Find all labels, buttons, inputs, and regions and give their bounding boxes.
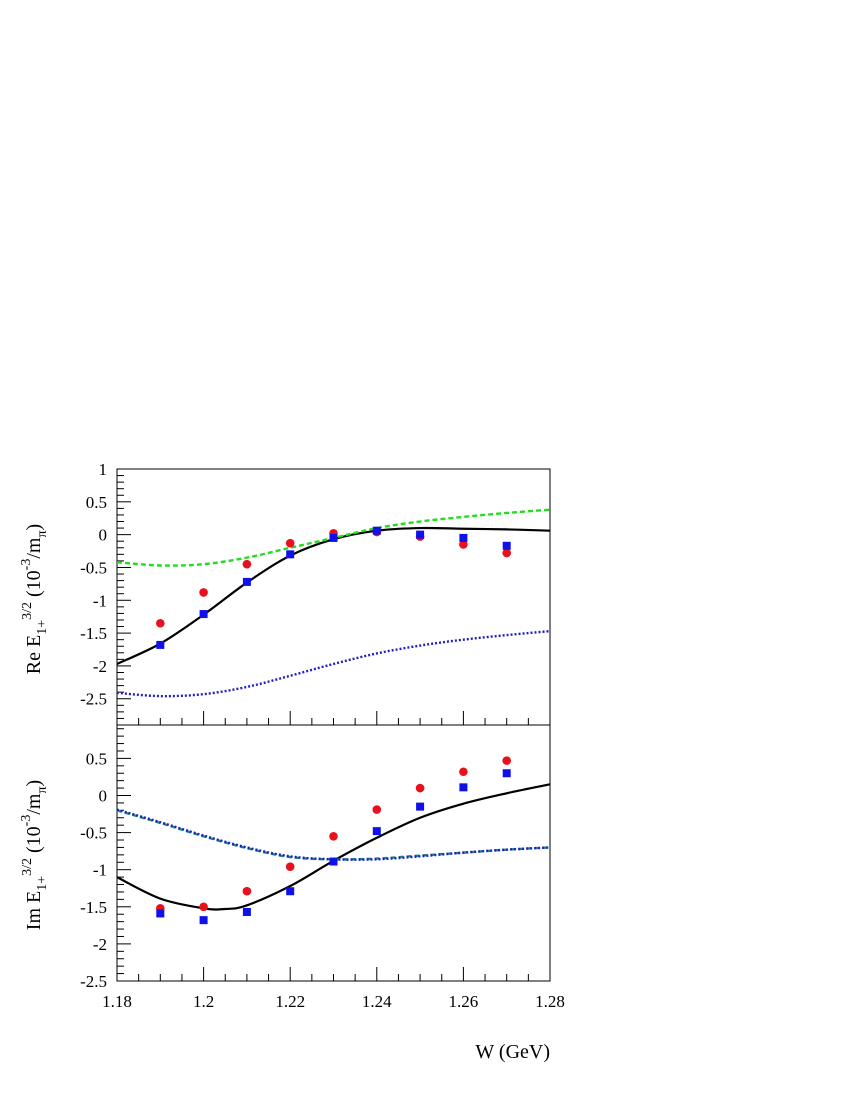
top-y-tick-label: -0.5 bbox=[80, 558, 107, 577]
bottom-y-tick-label: 0.5 bbox=[86, 749, 107, 768]
top-panel-frame bbox=[116, 468, 551, 726]
bottom-x-tick-label: 1.24 bbox=[362, 992, 392, 1011]
bottom-curve-dotted bbox=[116, 808, 551, 861]
top-y-tick-label: 0 bbox=[99, 526, 108, 545]
bottom-circle-point bbox=[372, 805, 382, 814]
bottom-y-tick-label: 0 bbox=[99, 786, 108, 805]
top-square-point bbox=[502, 541, 511, 550]
model-curves bbox=[116, 508, 551, 911]
bottom-y-tick-label: -0.5 bbox=[80, 824, 107, 843]
bottom-y-tick-label: -2 bbox=[93, 935, 107, 954]
bottom-square-point bbox=[372, 827, 381, 836]
bottom-y-tick-label: -2.5 bbox=[80, 972, 107, 991]
axis-titles: Re E1+3/2 (10-3/mπ) Im E1+3/2 (10-3/mπ) W … bbox=[19, 524, 550, 1063]
bottom-square-point bbox=[156, 909, 165, 918]
bottom-x-tick-label: 1.2 bbox=[193, 992, 214, 1011]
data-points bbox=[156, 526, 512, 925]
top-y-tick-label: 0.5 bbox=[86, 493, 107, 512]
axis-ticks bbox=[116, 475, 551, 981]
bottom-circle-point bbox=[502, 756, 512, 765]
top-square-point bbox=[416, 530, 425, 539]
top-square-point bbox=[459, 533, 468, 542]
top-circle-point bbox=[199, 588, 208, 597]
top-circle-point bbox=[242, 559, 252, 569]
bottom-x-tick-label: 1.26 bbox=[449, 992, 479, 1011]
bottom-x-tick-label: 1.18 bbox=[102, 992, 132, 1011]
top-square-point bbox=[199, 610, 208, 619]
bottom-x-axis-title: W (GeV) bbox=[475, 1041, 550, 1063]
top-y-tick-label: -2.5 bbox=[80, 690, 107, 709]
top-y-tick-label: -1.5 bbox=[80, 624, 107, 643]
bottom-square-point bbox=[199, 916, 208, 925]
top-square-point bbox=[156, 640, 165, 649]
bottom-y-tick-label: -1 bbox=[93, 861, 107, 880]
bottom-square-point bbox=[242, 907, 251, 916]
top-y-tick-label: 1 bbox=[99, 460, 108, 479]
top-circle-point bbox=[502, 548, 512, 558]
bottom-circle-point bbox=[285, 862, 295, 872]
bottom-y-tick-label: -1.5 bbox=[80, 898, 107, 917]
top-y-axis-title: Re E1+3/2 (10-3/mπ) bbox=[19, 524, 50, 674]
top-square-point bbox=[372, 526, 381, 535]
top-curve-dotted bbox=[116, 629, 551, 698]
top-circle-point bbox=[285, 538, 295, 548]
bottom-x-tick-label: 1.28 bbox=[535, 992, 565, 1011]
bottom-circle-point bbox=[242, 886, 252, 896]
bottom-circle-point bbox=[415, 783, 425, 793]
bottom-circle-point bbox=[459, 767, 468, 777]
bottom-square-point bbox=[502, 769, 511, 778]
top-y-tick-label: -1 bbox=[93, 591, 107, 610]
bottom-panel-frame bbox=[116, 724, 551, 982]
bottom-square-point bbox=[459, 783, 468, 792]
bottom-x-tick-label: 1.22 bbox=[275, 992, 305, 1011]
tick-labels: 1 0.5 0 -0.5 -1 -1.5 -2 -2.5 0.5 0 -0.5 -1 -1.5 -2 -2.… bbox=[80, 460, 565, 1011]
top-y-tick-label: -2 bbox=[93, 657, 107, 676]
top-circle-point bbox=[156, 618, 165, 628]
bottom-circle-point bbox=[329, 832, 338, 841]
top-square-point bbox=[286, 550, 295, 559]
top-square-point bbox=[329, 533, 338, 542]
bottom-square-point bbox=[286, 887, 295, 896]
top-curve-solid bbox=[116, 526, 551, 665]
bottom-square-point bbox=[329, 857, 338, 866]
bottom-square-point bbox=[416, 802, 425, 811]
bottom-curve-solid bbox=[116, 783, 551, 911]
top-circle-point bbox=[459, 540, 468, 549]
top-square-point bbox=[242, 577, 251, 586]
bottom-y-axis-title: Im E1+3/2 (10-3/mπ) bbox=[19, 780, 50, 930]
bottom-circle-point bbox=[199, 902, 208, 912]
